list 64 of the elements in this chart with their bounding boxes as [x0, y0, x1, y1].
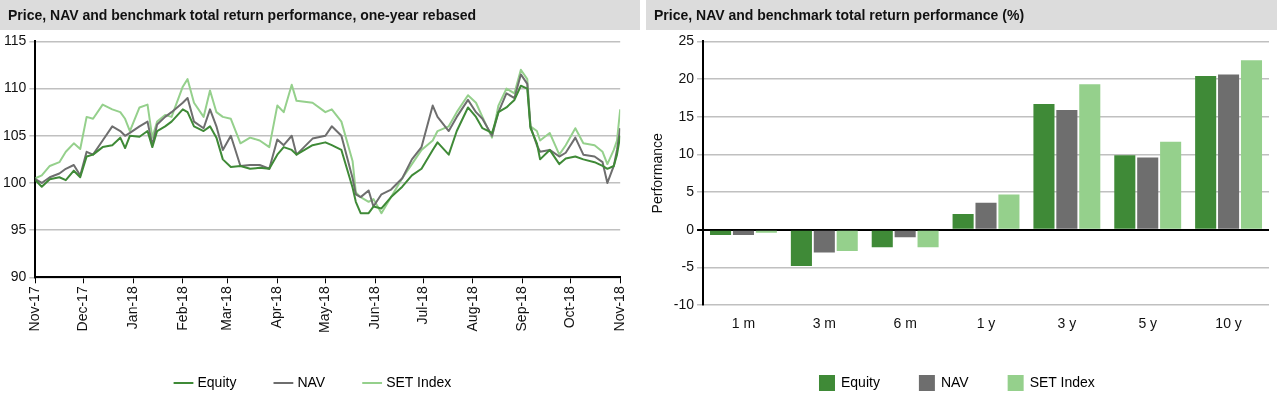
legend-label: Equity — [197, 373, 237, 390]
y-tick-label: 10 — [678, 145, 695, 162]
bar — [1033, 103, 1055, 229]
legend-label: NAV — [940, 373, 970, 390]
x-tick-label: Mar-18 — [218, 286, 235, 331]
legend-label: SET Index — [386, 373, 452, 390]
legend-label: NAV — [297, 373, 326, 390]
y-tick-label: 100 — [3, 173, 27, 190]
x-tick-label: Jan-18 — [123, 286, 140, 330]
x-tick-label: Nov-17 — [26, 286, 43, 332]
x-tick-label: Jul-18 — [413, 286, 430, 325]
bar — [755, 230, 777, 233]
bar — [917, 230, 939, 248]
x-tick-label: Dec-17 — [74, 286, 91, 332]
y-tick-label: 105 — [3, 126, 27, 143]
bar — [790, 230, 812, 267]
bar — [952, 214, 974, 229]
bar — [1137, 157, 1159, 229]
y-tick-label: 20 — [678, 69, 695, 86]
bar — [894, 230, 916, 238]
x-tick-label: Aug-18 — [463, 286, 480, 332]
x-tick-label: Apr-18 — [268, 286, 285, 329]
legend-label: SET Index — [1029, 373, 1095, 390]
chart-title: Price, NAV and benchmark total return performance (%) — [646, 0, 1277, 30]
bar — [710, 230, 732, 236]
x-tick-label: 3 m — [812, 315, 836, 332]
bar — [871, 230, 893, 248]
bar — [1195, 76, 1217, 229]
x-tick-label: Jun-18 — [365, 286, 382, 330]
y-tick-label: 0 — [686, 220, 695, 237]
x-tick-label: 10 y — [1215, 315, 1242, 332]
x-tick-label: 3 y — [1057, 315, 1077, 332]
y-tick-label: 5 — [686, 183, 695, 199]
y-tick-label: -5 — [681, 258, 695, 275]
y-tick-label: 115 — [4, 32, 27, 49]
bar — [1079, 84, 1101, 229]
x-tick-label: Sep-18 — [513, 286, 530, 332]
bar — [975, 202, 997, 229]
y-tick-label: 110 — [4, 79, 27, 96]
bar — [813, 230, 835, 253]
y-tick-label: 15 — [678, 107, 695, 124]
x-tick-label: 6 m — [893, 315, 917, 332]
bar — [1240, 60, 1263, 229]
x-tick-label: 1 y — [976, 315, 996, 332]
bar — [1056, 109, 1078, 229]
bar — [1114, 155, 1136, 229]
bar — [1218, 74, 1240, 229]
chart-title: Price, NAV and benchmark total return performance, one-year rebased — [0, 0, 640, 30]
bar — [998, 194, 1020, 229]
bar — [732, 230, 754, 236]
bar — [836, 230, 858, 251]
x-tick-label: Feb-18 — [173, 286, 190, 331]
x-tick-label: 5 y — [1138, 315, 1158, 332]
y-tick-label: 95 — [10, 220, 27, 237]
x-tick-label: 1 m — [731, 315, 756, 332]
y-axis-title: Performance — [649, 133, 666, 214]
y-tick-label: 25 — [678, 32, 695, 49]
legend-label: Equity — [840, 373, 880, 390]
x-tick-label: Oct-18 — [561, 286, 578, 329]
y-tick-label: 90 — [10, 268, 27, 285]
y-tick-label: -10 — [673, 296, 695, 313]
x-tick-label: May-18 — [316, 286, 333, 333]
bar — [1160, 141, 1182, 229]
x-tick-label: Nov-18 — [611, 286, 628, 332]
